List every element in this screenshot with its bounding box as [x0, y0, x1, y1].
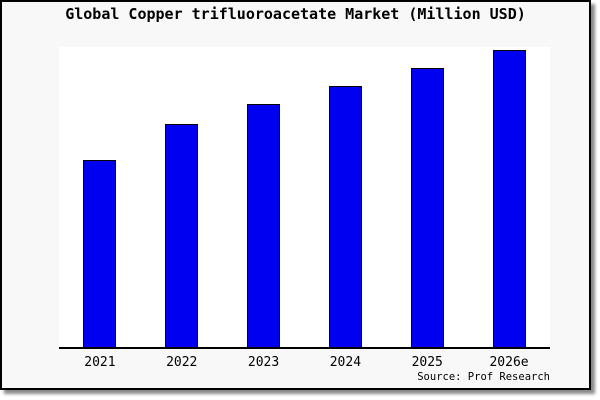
- bar-slot-2022: [141, 47, 223, 347]
- source-credit: Source: Prof Research: [417, 371, 550, 383]
- bar-slot-2026e: [468, 47, 550, 347]
- bar-2026e: [492, 50, 526, 347]
- bar-slot-2024: [304, 47, 386, 347]
- x-tick-label-2026e: 2026e: [489, 355, 529, 370]
- bar-2024: [328, 85, 362, 347]
- x-tick-label-2025: 2025: [411, 355, 443, 370]
- bar-slot-2025: [386, 47, 468, 347]
- x-tick-label-2024: 2024: [329, 355, 362, 370]
- x-tick-label-2022: 2022: [166, 355, 198, 370]
- bar-2022: [165, 123, 199, 347]
- x-tick-label-2021: 2021: [84, 355, 116, 370]
- bar-2023: [247, 103, 281, 347]
- chart-title: Global Copper trifluoroacetate Market (M…: [65, 5, 526, 23]
- chart-figure: Global Copper trifluoroacetate Market (M…: [0, 0, 591, 390]
- x-axis-labels: 2021 2022 2023 2024 2025 2026e: [59, 355, 550, 370]
- bar-slot-2021: [59, 47, 141, 347]
- x-tick-label-2023: 2023: [247, 355, 280, 370]
- bar-2025: [410, 68, 444, 347]
- plot-area: [59, 47, 550, 349]
- bar-2021: [83, 160, 117, 347]
- bar-slot-2023: [223, 47, 305, 347]
